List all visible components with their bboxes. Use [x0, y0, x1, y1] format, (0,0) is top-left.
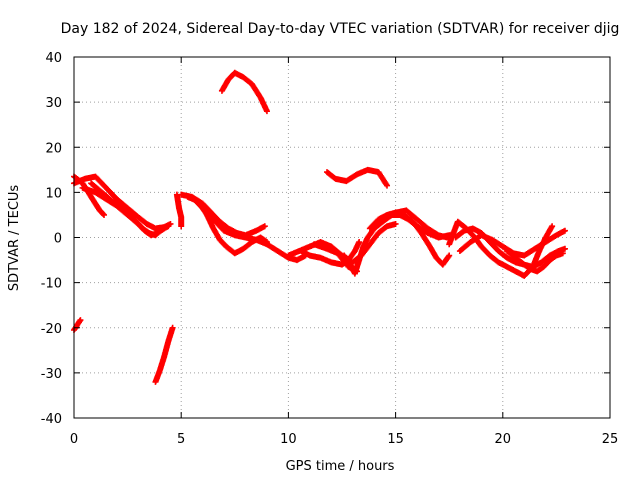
y-tick-label: -20 [41, 322, 62, 337]
grid-lines [74, 57, 610, 418]
series-arc-18 [381, 207, 457, 241]
marker-trace [323, 166, 391, 189]
y-tick-label: -40 [41, 412, 62, 427]
x-tick-label: 10 [280, 432, 297, 447]
x-tick-label: 20 [495, 432, 512, 447]
y-tick-label: -30 [41, 367, 62, 382]
axis-ticks [73, 56, 611, 419]
series-arc-10 [191, 196, 309, 264]
chart-title: Day 182 of 2024, Sidereal Day-to-day VTE… [61, 21, 620, 37]
x-tick-label: 0 [70, 432, 78, 447]
series-arc-6 [152, 324, 176, 385]
y-tick-label: 40 [45, 51, 62, 66]
series-arc-11 [218, 69, 270, 115]
y-tick-label: 30 [45, 96, 62, 111]
y-tick-label: 20 [45, 141, 62, 156]
tick-labels: 0 5 10 15 20 25 -40 -30 -20 -10 0 10 20 30 40 [41, 51, 619, 447]
series-arc-22 [504, 248, 566, 275]
y-tick-label: 0 [54, 232, 62, 247]
marker-trace [381, 207, 457, 241]
marker-trace [504, 248, 566, 275]
x-tick-label: 5 [177, 432, 185, 447]
y-axis-label: SDTVAR / TECUs [7, 185, 22, 292]
series-arc-7 [173, 191, 185, 230]
series-arc-15 [323, 166, 391, 189]
marker-trace [152, 324, 176, 385]
marker-trace [88, 180, 172, 239]
y-tick-label: 10 [45, 186, 62, 201]
x-tick-label: 15 [387, 432, 404, 447]
marker-trace [218, 69, 270, 115]
marker-trace [173, 191, 185, 230]
marker-trace [191, 196, 309, 264]
x-axis-label: GPS time / hours [286, 459, 395, 474]
y-tick-label: -10 [41, 277, 62, 292]
x-tick-label: 25 [602, 432, 619, 447]
series-arc-5 [88, 180, 172, 239]
